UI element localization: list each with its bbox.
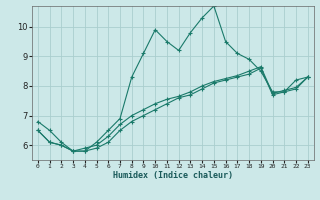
X-axis label: Humidex (Indice chaleur): Humidex (Indice chaleur) <box>113 171 233 180</box>
